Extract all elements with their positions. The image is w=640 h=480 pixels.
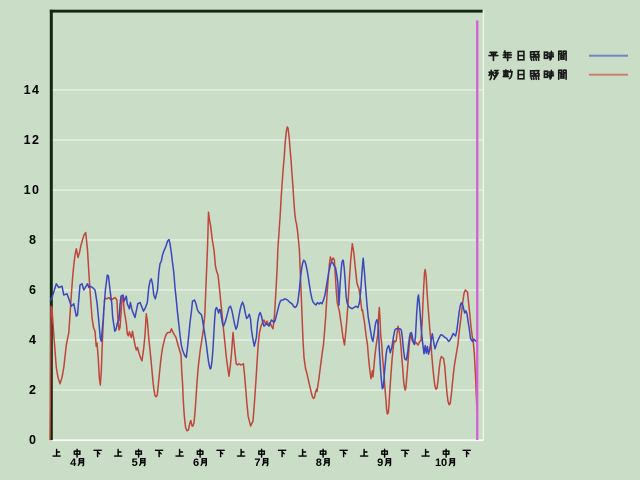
svg-text:5: 5 [132,457,138,469]
svg-text:9: 9 [377,457,383,469]
svg-text:14: 14 [24,83,41,97]
svg-text:8: 8 [29,233,37,247]
svg-text:6: 6 [29,283,37,297]
svg-text:4: 4 [29,333,37,347]
svg-text:4: 4 [70,457,77,469]
svg-text:10: 10 [24,183,41,197]
svg-text:7: 7 [254,457,260,469]
svg-text:2: 2 [29,383,37,397]
svg-text:12: 12 [24,133,41,147]
svg-text:0: 0 [29,433,37,447]
svg-text:6: 6 [193,457,199,469]
svg-text:10: 10 [435,457,447,469]
svg-text:8: 8 [316,457,322,469]
